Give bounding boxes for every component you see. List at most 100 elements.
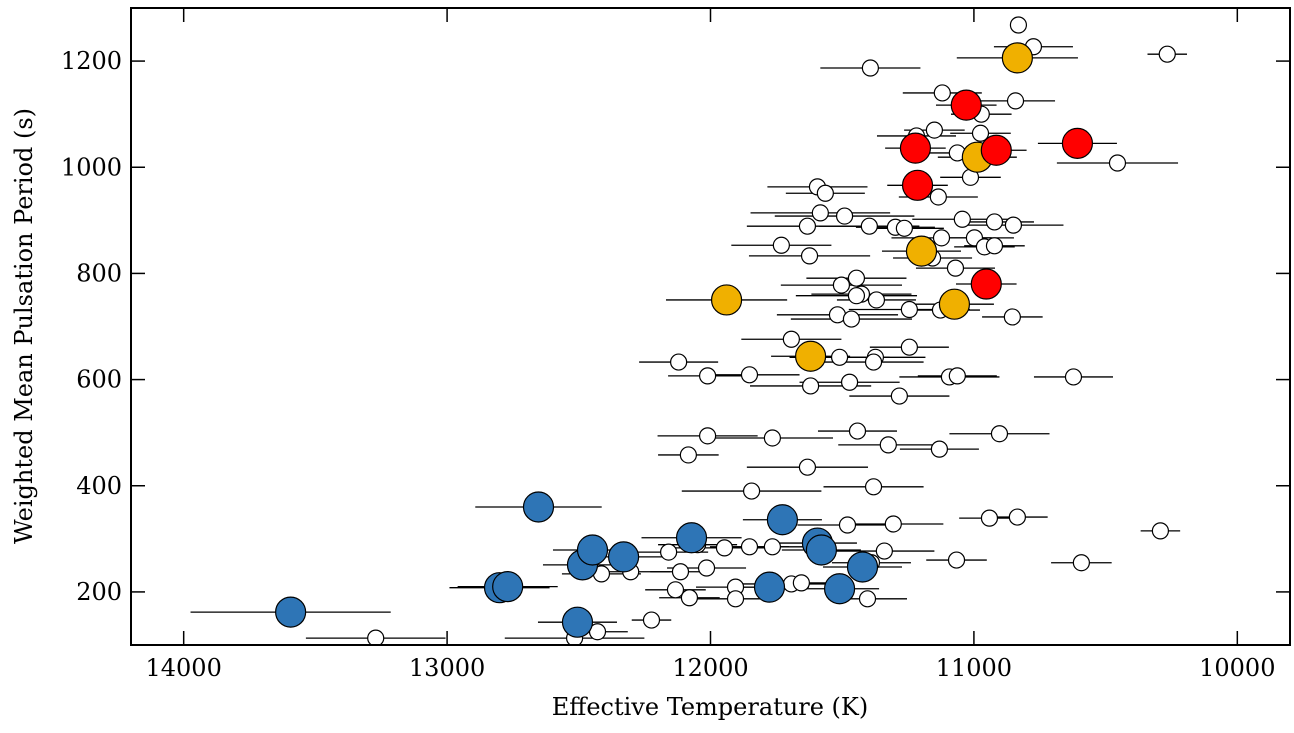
point (905, 235, 938, 267)
x-tick-label: 12000 (672, 654, 748, 682)
point (861, 59, 879, 77)
point (660, 543, 678, 561)
point (816, 184, 834, 202)
point (1072, 554, 1090, 572)
point (875, 542, 893, 560)
point (901, 169, 934, 201)
point (970, 268, 1002, 300)
y-tick-label: 800 (76, 259, 122, 287)
point (801, 377, 820, 395)
point (838, 516, 857, 534)
point (980, 134, 1012, 166)
point (840, 373, 859, 391)
point (925, 121, 943, 139)
point (800, 247, 819, 265)
point (985, 213, 1004, 231)
y-tick-label: 400 (76, 472, 122, 500)
point (782, 330, 800, 348)
y-tick-label: 200 (76, 578, 122, 606)
point (1004, 216, 1023, 234)
point (1064, 368, 1083, 386)
x-tick-label: 11000 (936, 654, 1012, 682)
point (932, 229, 951, 247)
point (1008, 508, 1026, 526)
point (884, 515, 902, 533)
point (679, 446, 697, 464)
point (953, 210, 971, 228)
point (763, 429, 782, 447)
point (671, 563, 690, 581)
point (933, 84, 951, 102)
point (561, 606, 594, 638)
point (697, 559, 716, 577)
point (929, 188, 947, 206)
point (1009, 16, 1028, 34)
y-tick-label: 1200 (61, 47, 122, 75)
point (492, 571, 524, 603)
point (740, 538, 759, 556)
point (642, 611, 661, 629)
point (971, 124, 990, 142)
point (860, 217, 878, 235)
point (742, 482, 761, 500)
point (900, 338, 918, 356)
point (899, 132, 932, 164)
point (740, 366, 759, 384)
point (275, 596, 307, 628)
point (1006, 92, 1025, 110)
point (950, 89, 982, 121)
point (830, 348, 849, 366)
point (842, 310, 861, 328)
point (367, 629, 385, 645)
point (890, 387, 908, 405)
point (811, 204, 829, 222)
point (794, 340, 827, 372)
point (867, 291, 886, 309)
point (763, 538, 782, 556)
point (772, 236, 790, 254)
y-axis-label: Weighted Mean Pulsation Period (s) (10, 108, 38, 544)
point (930, 440, 949, 458)
x-tick-label: 13000 (409, 654, 485, 682)
point (798, 217, 817, 235)
point (715, 539, 734, 557)
point (792, 574, 810, 592)
point (666, 581, 685, 599)
point (864, 353, 883, 371)
point (680, 589, 699, 607)
point (1158, 45, 1176, 63)
point (766, 504, 799, 536)
point (946, 259, 965, 277)
point (832, 276, 851, 294)
point (948, 367, 966, 385)
point (895, 219, 913, 237)
point (1001, 42, 1033, 74)
point (699, 367, 717, 385)
x-tick-label: 10000 (1199, 654, 1275, 682)
point (879, 436, 897, 454)
point (900, 300, 918, 319)
point (1003, 308, 1021, 326)
point (864, 478, 883, 496)
point (798, 458, 817, 476)
point (990, 425, 1009, 443)
point (607, 541, 640, 573)
point (985, 237, 1004, 255)
point (670, 353, 688, 371)
point (947, 551, 966, 569)
point (699, 427, 717, 445)
x-tick-label: 14000 (146, 654, 222, 682)
point (805, 534, 837, 566)
point (522, 491, 555, 523)
plot-area (190, 16, 1188, 645)
point (980, 509, 999, 527)
plot-frame (130, 7, 1291, 646)
point (847, 269, 866, 287)
y-tick-label: 1000 (61, 153, 122, 181)
point (938, 288, 971, 320)
point (823, 573, 856, 605)
point (726, 590, 745, 608)
point (1108, 154, 1127, 172)
point (846, 551, 879, 583)
